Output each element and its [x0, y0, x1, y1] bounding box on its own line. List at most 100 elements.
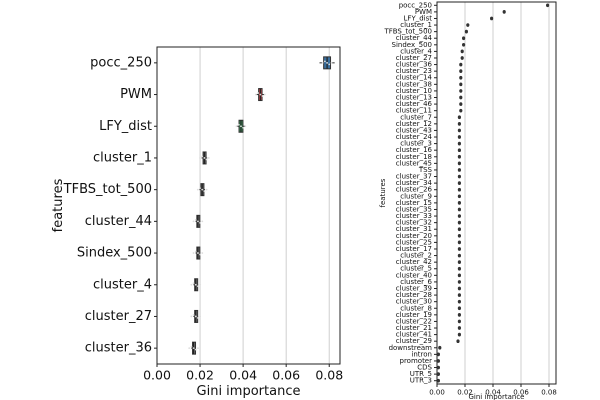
- y-tick-label: cluster_37: [396, 173, 432, 181]
- data-point: [235, 125, 238, 128]
- y-tick-label: cluster_46: [396, 100, 433, 108]
- y-tick-label: cluster_27: [396, 54, 432, 62]
- box-mark: [457, 161, 461, 166]
- data-point: [197, 252, 199, 254]
- data-point: [194, 250, 197, 253]
- box-mark: [459, 102, 463, 106]
- data-point: [190, 345, 193, 348]
- data-point: [255, 93, 257, 96]
- x-tick-label: 0.00: [143, 367, 171, 382]
- box-mark: [457, 306, 461, 311]
- data-point: [197, 285, 199, 288]
- y-tick-label: cluster_21: [396, 324, 432, 332]
- data-point: [203, 157, 206, 159]
- left-box-plot: pocc_250 PWM LFY_dist cluster_1 TFBS_tot_500…: [51, 46, 343, 399]
- box-mark: [502, 10, 506, 14]
- box-mark: [456, 339, 460, 344]
- x-axis-label: Gini importance: [469, 393, 525, 400]
- y-tick-label: cluster_8: [400, 304, 432, 312]
- data-point: [197, 347, 199, 350]
- box-mark: [457, 135, 461, 139]
- box-mark: [459, 95, 463, 100]
- data-point: [199, 187, 201, 190]
- box-mark: [457, 227, 461, 232]
- y-tick-label: cluster_36: [396, 61, 433, 69]
- box-mark: [457, 260, 461, 264]
- y-tick-label: cluster_45: [396, 159, 432, 167]
- x-tick-label: 0.08: [315, 367, 343, 382]
- right-box-plot: pocc_250PWMLFY_distcluster_1TFBS_tot_500…: [379, 1, 557, 400]
- box-mark: [438, 345, 442, 350]
- y-tick-label: cluster_36: [85, 341, 152, 356]
- y-tick-label: cluster_15: [396, 199, 432, 207]
- box-mark: [457, 154, 461, 159]
- data-point: [201, 155, 204, 158]
- x-tick-label: 0.06: [272, 367, 300, 382]
- box-mark: [490, 16, 494, 21]
- y-tick-label: cluster_2: [400, 252, 432, 260]
- box-mark: [457, 326, 461, 330]
- box-mark: [436, 352, 440, 357]
- data-point: [244, 125, 247, 128]
- data-point: [194, 218, 197, 221]
- box-mark: [459, 75, 463, 80]
- y-tick-label: cluster_19: [396, 311, 432, 319]
- data-point: [199, 315, 202, 318]
- data-point: [201, 220, 204, 223]
- box-mark: [457, 148, 461, 153]
- box-mark: [457, 293, 461, 297]
- data-point: [194, 315, 197, 318]
- box-mark: [457, 174, 461, 179]
- data-point: [263, 93, 266, 96]
- box-mark: [457, 181, 461, 185]
- y-tick-label: cluster_29: [396, 337, 432, 345]
- box-mark: [457, 220, 461, 225]
- y-tick-label: cluster_5: [400, 265, 432, 273]
- y-tick-label: TFBS_tot_500: [383, 28, 432, 36]
- y-tick-label: cluster_32: [396, 219, 432, 227]
- y-tick-label: cluster_11: [396, 107, 432, 115]
- data-point: [192, 347, 195, 350]
- y-tick-label: cluster_6: [400, 278, 432, 286]
- data-point: [194, 348, 197, 351]
- y-tick-label: cluster_30: [396, 298, 432, 306]
- x-tick-label: 0.02: [457, 388, 473, 396]
- data-point: [199, 283, 202, 286]
- y-tick-label: cluster_20: [396, 232, 432, 240]
- box-mark: [457, 128, 461, 133]
- y-tick-label: LFY_dist: [404, 14, 433, 22]
- data-point: [259, 93, 262, 96]
- data-point: [207, 157, 210, 159]
- box-mark: [436, 372, 440, 376]
- box-mark: [457, 115, 461, 120]
- box-mark: [466, 23, 470, 27]
- y-tick-label: cluster_40: [396, 271, 432, 279]
- box-mark: [457, 194, 461, 199]
- data-point: [205, 158, 208, 161]
- box-mark: [464, 29, 468, 34]
- y-tick-label: cluster_31: [396, 225, 432, 233]
- y-tick-label: cluster_33: [396, 212, 432, 220]
- data-point: [205, 188, 208, 191]
- data-point: [192, 282, 195, 285]
- y-tick-label: cluster_38: [396, 80, 432, 88]
- data-point: [201, 252, 204, 254]
- data-point: [197, 220, 199, 223]
- box-mark: [457, 187, 461, 192]
- data-point: [201, 188, 204, 191]
- y-tick-label: cluster_7: [400, 113, 432, 121]
- box-mark: [436, 359, 440, 363]
- box-mark: [460, 49, 464, 54]
- y-tick-label: cluster_43: [396, 126, 432, 134]
- box-mark: [457, 214, 461, 218]
- box-mark: [457, 233, 461, 238]
- box-mark: [457, 299, 461, 304]
- box-mark: [457, 266, 461, 271]
- y-tick-label: cluster_4: [93, 277, 152, 292]
- box-mark: [457, 207, 461, 212]
- data-point: [242, 126, 245, 129]
- y-tick-label: UTR_5: [410, 370, 432, 378]
- data-point: [330, 61, 333, 64]
- y-axis-label: features: [51, 178, 66, 232]
- data-point: [199, 221, 202, 224]
